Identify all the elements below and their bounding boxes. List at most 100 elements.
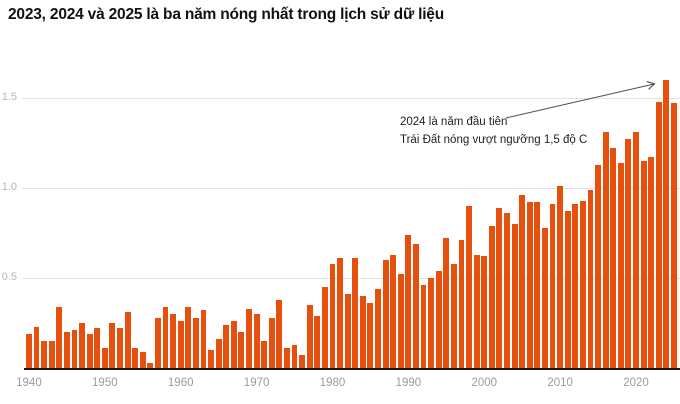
bar-2015 [595, 164, 601, 368]
bar-1989 [397, 274, 404, 368]
x-tick-label: 1940 [16, 377, 42, 389]
gridline [22, 188, 680, 189]
bar-1961 [185, 306, 192, 368]
x-tick-label: 2010 [547, 377, 573, 389]
x-axis-line [24, 368, 680, 370]
bar-1987 [382, 260, 389, 368]
bar-2012 [572, 204, 579, 368]
bar-2001 [488, 225, 495, 368]
bar-1946 [71, 330, 78, 368]
bar-2022 [648, 157, 655, 368]
bar-1963 [200, 310, 207, 368]
bar-1964 [208, 350, 214, 368]
bar-2023 [655, 101, 662, 368]
gridline [22, 278, 680, 279]
bar-1996 [450, 263, 457, 368]
bar-1957 [154, 317, 161, 368]
bar-1984 [359, 296, 366, 368]
bar-2002 [496, 207, 503, 368]
bar-2009 [549, 204, 556, 368]
bar-1990 [405, 234, 412, 368]
bar-1973 [276, 299, 283, 368]
bar-2004 [511, 224, 518, 368]
bar-2013 [579, 200, 586, 368]
bar-1983 [352, 258, 359, 368]
bar-1979 [321, 287, 328, 368]
bar-1943 [48, 341, 55, 368]
bar-1988 [390, 254, 397, 368]
bar-1958 [162, 306, 169, 368]
bar-1975 [291, 344, 298, 368]
bar-1985 [367, 303, 374, 368]
bar-1969 [246, 308, 252, 368]
bar-1967 [230, 321, 237, 368]
bar-2014 [587, 189, 594, 368]
bar-2019 [625, 139, 632, 368]
bar-1954 [132, 348, 139, 368]
bar-1942 [41, 341, 48, 368]
x-tick-label: 2020 [623, 377, 649, 389]
bar-2024 [663, 80, 670, 368]
bar-2017 [610, 148, 617, 368]
bar-1982 [344, 294, 351, 368]
bar-1997 [458, 240, 465, 368]
x-tick-label: 1960 [167, 377, 194, 389]
bar-1981 [337, 258, 343, 368]
bar-2003 [504, 213, 510, 368]
bar-1970 [253, 314, 260, 368]
bar-1966 [223, 324, 230, 368]
bar-1945 [63, 332, 70, 368]
y-tick-label: 1.0 [1, 181, 17, 193]
bar-2025 [670, 103, 677, 368]
bar-1951 [109, 323, 116, 368]
y-tick-label: 1.5 [1, 91, 17, 103]
annotation: 2024 là năm đầu tiên Trái Đất nóng vượt … [400, 113, 587, 149]
bar-1950 [101, 348, 108, 368]
y-tick-label: 0.5 [1, 271, 17, 283]
x-tick-label: 1970 [243, 377, 270, 389]
bar-1952 [117, 328, 123, 368]
arrow-icon [505, 81, 656, 119]
bar-1976 [299, 355, 306, 368]
x-tick-label: 1980 [319, 377, 346, 389]
bar-2021 [640, 161, 647, 368]
annotation-line-1: 2024 là năm đầu tiên [400, 116, 508, 128]
bar-1978 [314, 315, 321, 368]
bar-1999 [473, 254, 480, 368]
bar-2007 [534, 202, 541, 368]
bar-1971 [261, 341, 268, 368]
bar-2016 [602, 132, 609, 368]
bar-1994 [435, 270, 442, 368]
bar-1980 [329, 263, 336, 368]
x-tick-label: 1990 [395, 377, 422, 389]
bar-2010 [557, 186, 564, 368]
bar-1972 [268, 317, 275, 368]
bar-1968 [238, 332, 245, 368]
bar-1941 [33, 326, 40, 368]
chart-title: 2023, 2024 và 2025 là ba năm nóng nhất t… [8, 6, 444, 23]
gridline [22, 98, 680, 99]
bar-1962 [192, 317, 199, 368]
bar-1998 [466, 206, 472, 368]
bar-1953 [124, 312, 131, 368]
bar-1965 [215, 339, 222, 368]
x-tick-label: 1950 [92, 377, 118, 389]
bar-1948 [86, 333, 93, 368]
bar-1960 [177, 321, 184, 368]
bar-1995 [443, 238, 450, 368]
bar-2005 [519, 195, 526, 368]
bar-1947 [79, 323, 85, 368]
bar-2011 [564, 211, 571, 368]
bar-1955 [139, 351, 146, 368]
bar-2020 [633, 132, 639, 368]
bar-2018 [617, 162, 624, 368]
bar-1956 [147, 362, 154, 368]
bar-2008 [541, 227, 548, 368]
bar-2006 [526, 202, 533, 368]
bar-1949 [94, 328, 101, 368]
bar-1977 [306, 305, 313, 368]
x-tick-label: 2000 [471, 377, 498, 389]
bar-1993 [428, 278, 435, 368]
bar-1974 [283, 348, 290, 368]
